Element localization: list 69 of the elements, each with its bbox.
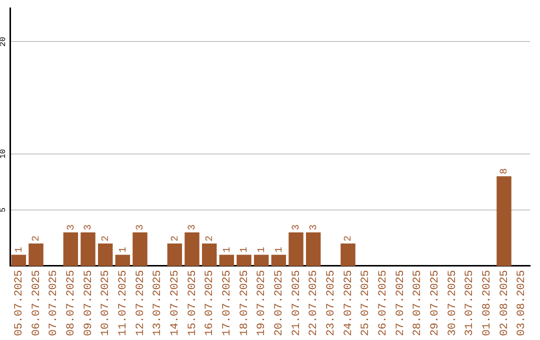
bar <box>202 244 217 266</box>
x-tick-label: 16.07.2025 <box>204 270 216 336</box>
x-tick-label: 26.07.2025 <box>378 270 390 336</box>
bar <box>63 232 78 266</box>
data-label: 1 <box>240 246 251 253</box>
x-tick-label: 25.07.2025 <box>360 270 372 336</box>
x-tick-label: 19.07.2025 <box>256 270 268 336</box>
data-label: 3 <box>66 224 78 230</box>
bar <box>340 244 356 266</box>
x-tick-label: 02.08.2025 <box>498 270 511 336</box>
y-tick-label: 10 <box>0 148 8 159</box>
x-tick-label: 14.07.2025 <box>170 270 182 336</box>
data-label: 3 <box>136 224 147 230</box>
data-label: 3 <box>84 224 95 230</box>
bar <box>98 244 113 266</box>
x-tick-label: 17.07.2025 <box>222 270 234 336</box>
bar <box>219 254 234 266</box>
data-label: 2 <box>100 236 112 242</box>
x-tick-label: 10.07.2025 <box>100 270 112 336</box>
x-tick-label: 11.07.2025 <box>118 270 130 336</box>
data-label: 2 <box>344 236 355 242</box>
x-tick-label: 05.07.2025 <box>14 270 26 336</box>
x-tick-label: 27.07.2025 <box>394 270 407 336</box>
x-tick-label: 20.07.2025 <box>274 270 286 336</box>
data-label: 1 <box>256 246 268 253</box>
x-tick-label: 22.07.2025 <box>308 270 320 336</box>
data-label: 1 <box>274 246 286 253</box>
data-label: 8 <box>500 168 511 174</box>
x-tick-label: 18.07.2025 <box>238 270 251 336</box>
data-label: 1 <box>222 246 234 253</box>
x-tick-label: 31.07.2025 <box>464 270 476 336</box>
bar <box>132 232 148 266</box>
x-tick-label: 06.07.2025 <box>30 270 43 336</box>
x-tick-label: 07.07.2025 <box>48 270 60 336</box>
data-label: 1 <box>118 246 130 253</box>
bar <box>80 232 96 266</box>
data-label: 3 <box>292 224 303 230</box>
bar <box>254 254 269 266</box>
x-tick-label: 23.07.2025 <box>326 270 338 336</box>
x-tick-label: 24.07.2025 <box>342 270 355 336</box>
y-tick-label: 5 <box>0 207 8 212</box>
bar <box>236 254 252 266</box>
x-tick-label: 03.08.2025 <box>516 270 528 336</box>
bar <box>306 232 321 266</box>
x-tick-label: 29.07.2025 <box>430 270 442 336</box>
data-label: 3 <box>308 224 320 230</box>
x-tick-label: 28.07.2025 <box>412 270 424 336</box>
y-tick-label: 20 <box>0 36 8 46</box>
x-tick-label: 15.07.2025 <box>186 270 199 336</box>
x-tick-label: 09.07.2025 <box>82 270 95 336</box>
x-tick-label: 21.07.2025 <box>290 270 303 336</box>
bar <box>496 176 512 266</box>
data-label: 1 <box>14 246 26 253</box>
bar <box>115 254 130 266</box>
x-tick-label: 13.07.2025 <box>152 270 164 336</box>
x-tick-label: 08.07.2025 <box>66 270 78 336</box>
data-label: 2 <box>204 236 216 242</box>
bar <box>28 244 44 266</box>
bar <box>271 254 286 266</box>
bar <box>184 232 200 266</box>
bar <box>288 232 304 266</box>
bar <box>167 244 182 266</box>
x-tick-label: 12.07.2025 <box>134 270 147 336</box>
data-label: 2 <box>32 236 43 242</box>
bar <box>11 254 26 266</box>
x-tick-label: 01.08.2025 <box>482 270 494 336</box>
x-tick-label: 30.07.2025 <box>446 270 459 336</box>
data-label: 2 <box>170 236 182 242</box>
data-label: 3 <box>188 224 199 230</box>
